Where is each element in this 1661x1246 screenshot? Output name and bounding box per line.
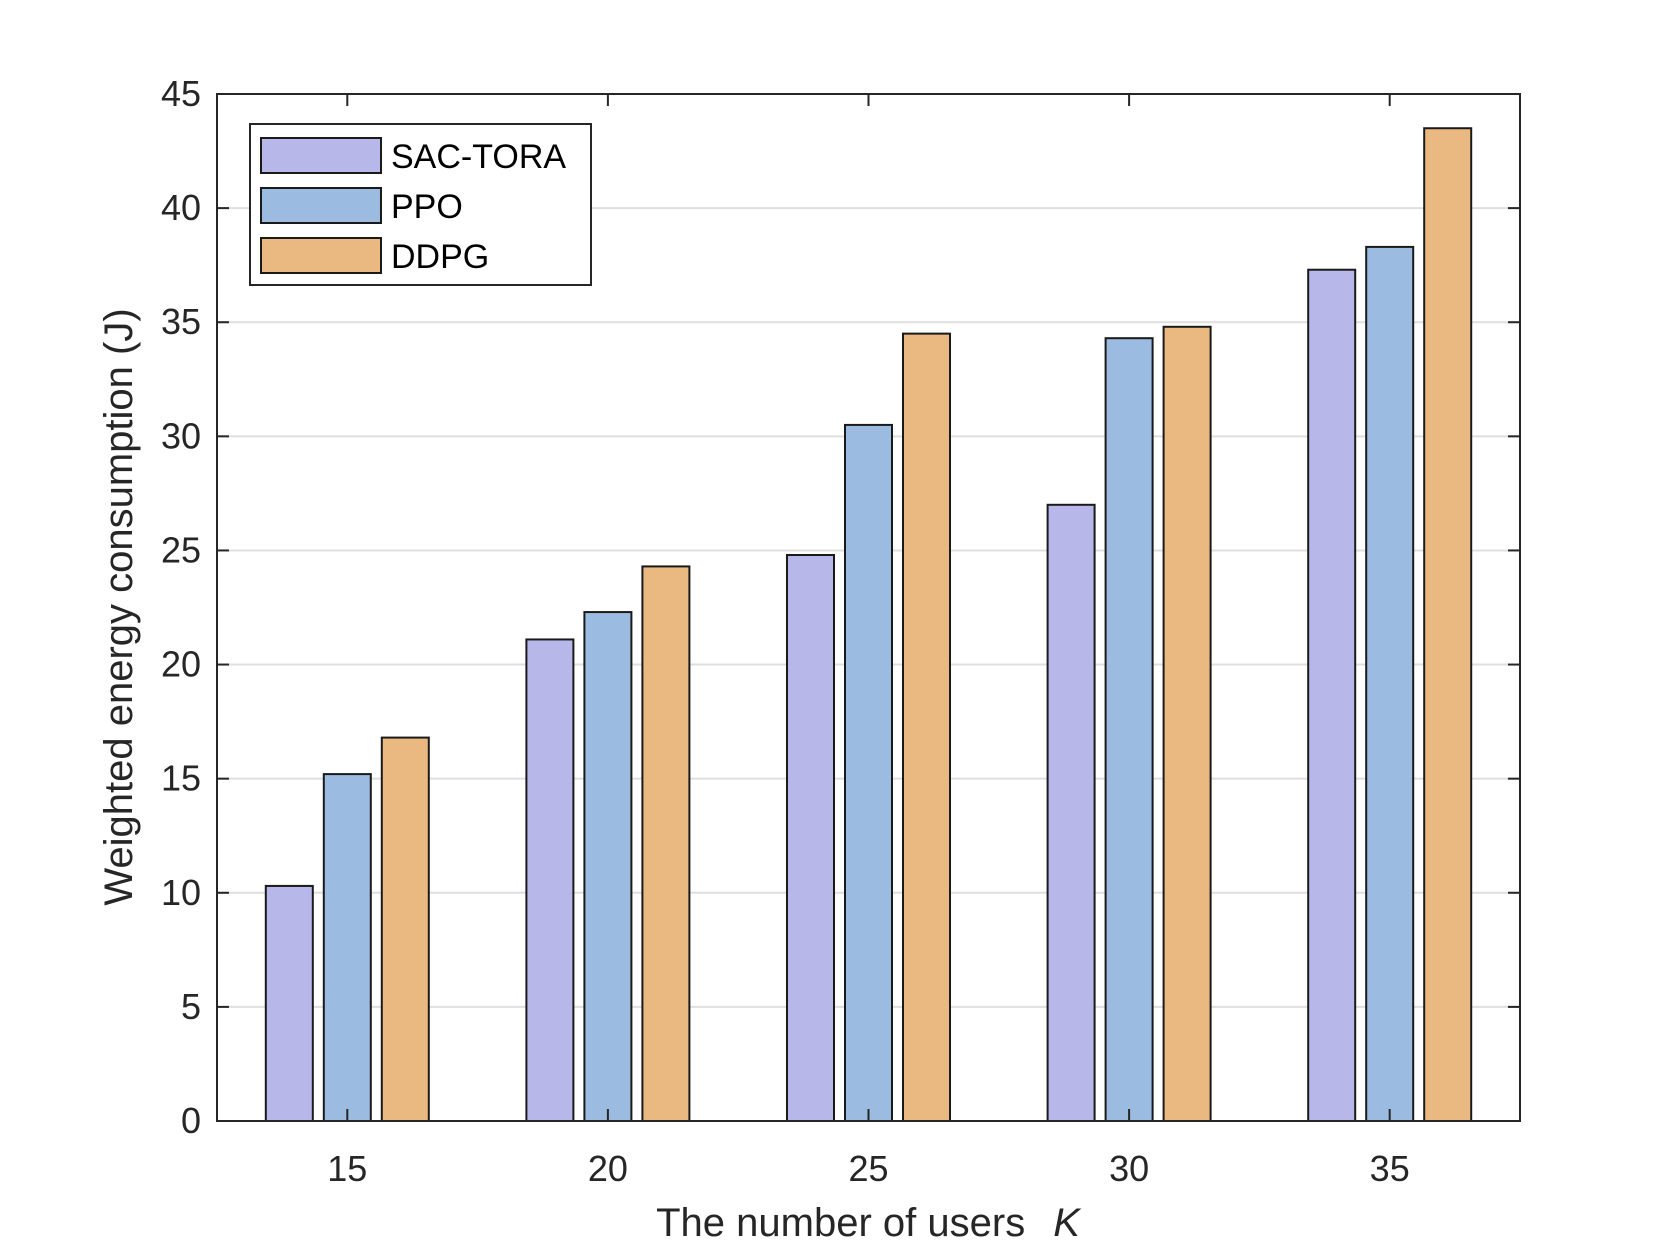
bars	[264, 127, 1473, 1123]
y-tick-label: 30	[161, 415, 201, 456]
bar-ddpg-15	[380, 736, 430, 1122]
bar-ddpg-30	[1162, 325, 1212, 1122]
x-tick-label: 25	[848, 1148, 888, 1189]
legend-swatch-sac-tora	[260, 137, 382, 174]
y-tick-label: 10	[161, 872, 201, 913]
bar-ppo-25	[844, 423, 893, 1122]
y-tick-label: 5	[181, 986, 201, 1027]
bar-ppo-15	[322, 773, 372, 1122]
x-tick-label: 15	[327, 1148, 367, 1189]
y-axis-label: Weighted energy consumption (J)	[97, 308, 141, 905]
x-axis-label: The number of users K	[656, 1201, 1082, 1245]
legend-label-sac-tora: SAC-TORA	[391, 138, 566, 176]
y-tick-label: 0	[181, 1100, 201, 1141]
x-tick-label: 30	[1109, 1148, 1149, 1189]
y-tick-label: 35	[161, 301, 201, 342]
x-axis-label-text: The number of users	[656, 1201, 1025, 1245]
y-tick-label: 20	[161, 644, 201, 685]
bar-sac-tora-15	[264, 884, 314, 1122]
y-tick-labels: 0 5 10 15 20 25 30 35 40 45	[161, 73, 201, 1141]
y-tick-label: 40	[161, 187, 201, 228]
bar-ppo-20	[583, 611, 633, 1122]
y-tick-label: 25	[161, 529, 201, 570]
bar-sac-tora-25	[786, 554, 835, 1122]
x-tick-label: 35	[1370, 1148, 1410, 1189]
bar-ddpg-20	[641, 565, 691, 1122]
legend-swatch-ppo	[260, 187, 382, 224]
legend-label-ppo: PPO	[391, 188, 463, 226]
bar-sac-tora-35	[1307, 268, 1357, 1122]
bar-sac-tora-20	[525, 638, 575, 1122]
legend-label-ddpg: DDPG	[391, 238, 489, 276]
bar-ddpg-25	[902, 332, 951, 1122]
legend-swatch-ddpg	[260, 237, 382, 274]
legend: SAC-TORA PPO DDPG	[249, 123, 592, 286]
bar-sac-tora-30	[1046, 503, 1096, 1122]
bar-ddpg-35	[1423, 127, 1473, 1122]
bar-ppo-30	[1104, 337, 1154, 1123]
axis-ticks	[217, 93, 1520, 1122]
y-tick-label: 15	[161, 758, 201, 799]
bar-ppo-35	[1365, 245, 1415, 1123]
x-tick-label: 20	[588, 1148, 628, 1189]
x-tick-labels: 15 20 25 30 35	[327, 1148, 1409, 1189]
y-tick-label: 45	[161, 73, 201, 114]
x-axis-label-variable: K	[1053, 1201, 1082, 1245]
